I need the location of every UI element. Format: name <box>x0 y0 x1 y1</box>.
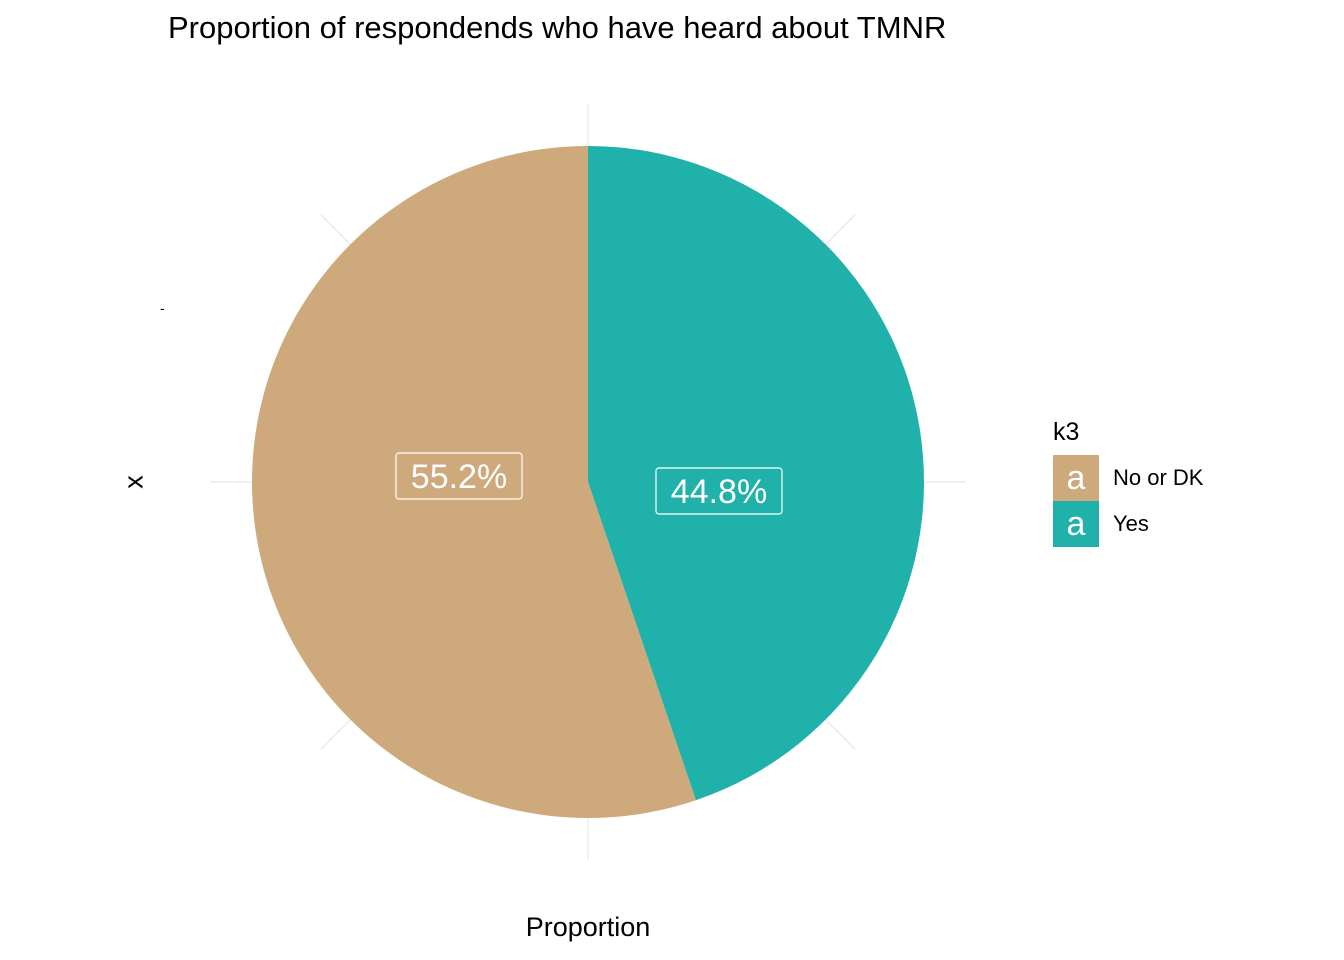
x-axis-label: Proportion <box>525 912 651 942</box>
data-label-no-or-dk: 55.2% <box>411 458 507 496</box>
legend-label-yes: Yes <box>1113 511 1149 536</box>
legend: k3 a No or DK a Yes <box>1053 418 1203 547</box>
legend-item-yes: a Yes <box>1053 501 1203 547</box>
chart-title: Proportion of respondends who have heard… <box>168 10 947 45</box>
y-axis-label: x <box>118 475 149 489</box>
legend-label-no-or-dk: No or DK <box>1113 465 1204 490</box>
legend-title: k3 <box>1053 418 1080 446</box>
legend-item-no-or-dk: a No or DK <box>1053 455 1203 501</box>
legend-key-yes: a <box>1053 501 1099 547</box>
data-label-box-yes <box>655 467 783 515</box>
y-tick-label: - <box>160 300 165 316</box>
legend-key-no-or-dk: a <box>1053 455 1099 501</box>
data-label-box-no-or-dk <box>395 452 523 500</box>
data-label-yes: 44.8% <box>671 473 767 511</box>
